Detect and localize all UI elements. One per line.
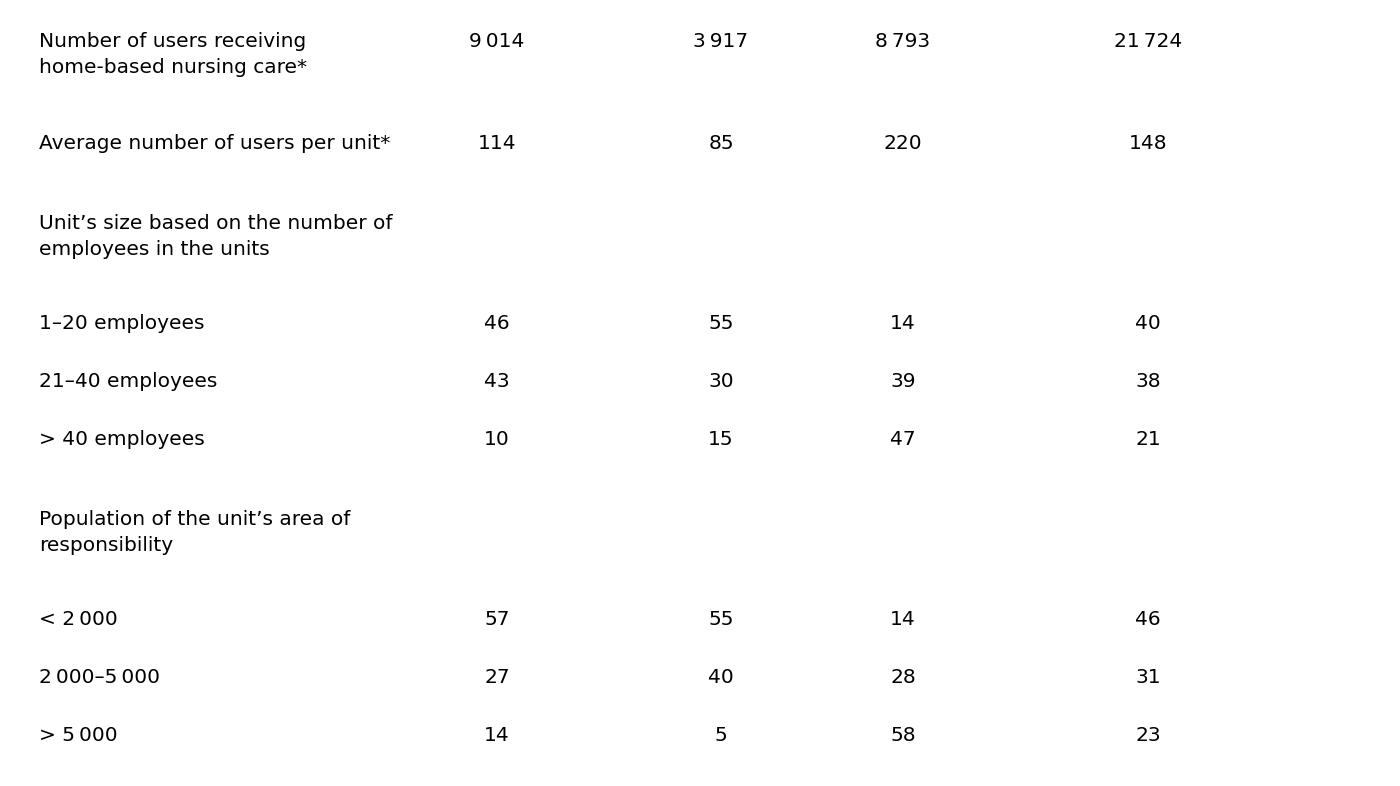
Text: 14: 14: [890, 314, 916, 333]
Text: 39: 39: [890, 372, 916, 391]
Text: 2 000–5 000: 2 000–5 000: [39, 668, 160, 687]
Text: 38: 38: [1135, 372, 1161, 391]
Text: 57: 57: [484, 610, 510, 629]
Text: 43: 43: [484, 372, 510, 391]
Text: 46: 46: [484, 314, 510, 333]
Text: 28: 28: [890, 668, 916, 687]
Text: 55: 55: [708, 610, 734, 629]
Text: 10: 10: [484, 430, 510, 449]
Text: 47: 47: [890, 430, 916, 449]
Text: 55: 55: [708, 314, 734, 333]
Text: 46: 46: [1135, 610, 1161, 629]
Text: 85: 85: [708, 134, 734, 153]
Text: Number of users receiving
home-based nursing care*: Number of users receiving home-based nur…: [39, 32, 308, 77]
Text: 9 014: 9 014: [469, 32, 525, 51]
Text: Average number of users per unit*: Average number of users per unit*: [39, 134, 391, 153]
Text: > 40 employees: > 40 employees: [39, 430, 204, 449]
Text: 27: 27: [484, 668, 510, 687]
Text: 31: 31: [1135, 668, 1161, 687]
Text: 14: 14: [484, 726, 510, 745]
Text: 14: 14: [890, 610, 916, 629]
Text: 5: 5: [714, 726, 728, 745]
Text: 3 917: 3 917: [693, 32, 749, 51]
Text: 148: 148: [1128, 134, 1168, 153]
Text: 220: 220: [883, 134, 923, 153]
Text: 21 724: 21 724: [1114, 32, 1182, 51]
Text: 1–20 employees: 1–20 employees: [39, 314, 204, 333]
Text: 114: 114: [477, 134, 517, 153]
Text: 23: 23: [1135, 726, 1161, 745]
Text: 58: 58: [890, 726, 916, 745]
Text: 8 793: 8 793: [875, 32, 931, 51]
Text: < 2 000: < 2 000: [39, 610, 118, 629]
Text: 40: 40: [708, 668, 734, 687]
Text: 21–40 employees: 21–40 employees: [39, 372, 217, 391]
Text: Unit’s size based on the number of
employees in the units: Unit’s size based on the number of emplo…: [39, 214, 392, 259]
Text: > 5 000: > 5 000: [39, 726, 118, 745]
Text: 40: 40: [1135, 314, 1161, 333]
Text: 21: 21: [1135, 430, 1161, 449]
Text: 30: 30: [708, 372, 734, 391]
Text: Population of the unit’s area of
responsibility: Population of the unit’s area of respons…: [39, 510, 350, 555]
Text: 15: 15: [708, 430, 734, 449]
